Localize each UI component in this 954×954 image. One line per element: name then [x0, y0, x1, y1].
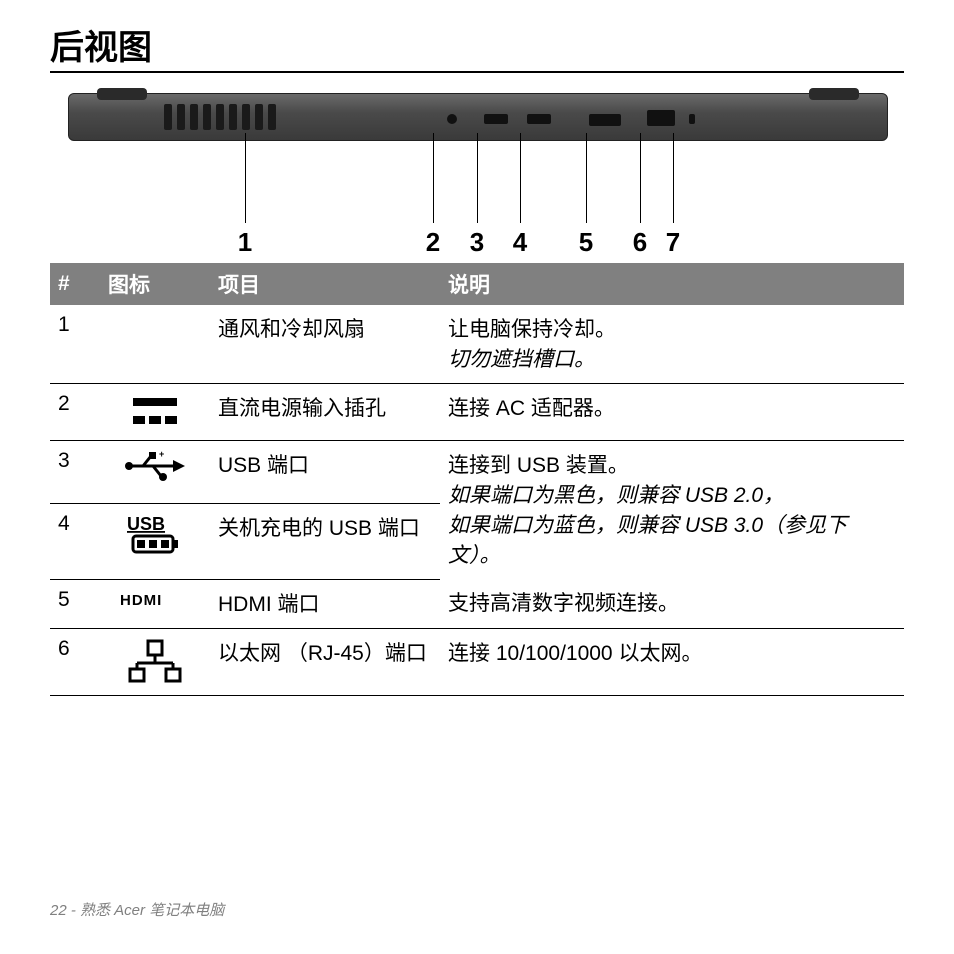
- col-item: 项目: [210, 263, 440, 305]
- empty-icon: [100, 305, 210, 384]
- cell-num: 3: [50, 441, 100, 504]
- usb-icon: +: [100, 441, 210, 504]
- callout-number: 3: [470, 227, 484, 258]
- hdmi-icon: HDMI: [100, 579, 210, 628]
- page-footer: 22 - 熟悉 Acer 笔记本电脑: [50, 899, 224, 920]
- callout-line: [433, 133, 434, 223]
- cell-desc: 支持高清数字视频连接。: [440, 579, 904, 628]
- table-row: 1 通风和冷却风扇让电脑保持冷却。切勿遮挡槽口。: [50, 305, 904, 384]
- callout-number: 7: [666, 227, 680, 258]
- svg-text:USB: USB: [127, 514, 165, 534]
- ethernet-icon: [100, 628, 210, 695]
- callout-number: 2: [426, 227, 440, 258]
- rear-view-diagram: 1 234 5 67: [50, 93, 904, 263]
- usb-charge-icon: USB: [100, 504, 210, 579]
- cell-item: HDMI 端口: [210, 579, 440, 628]
- hinge-right: [809, 88, 859, 100]
- cell-num: 1: [50, 305, 100, 384]
- table-row: 5 HDMI HDMI 端口支持高清数字视频连接。: [50, 579, 904, 628]
- svg-text:HDMI: HDMI: [120, 592, 162, 609]
- page-title: 后视图: [50, 20, 904, 73]
- callout-line: [477, 133, 478, 223]
- usb-port-2: [527, 114, 551, 124]
- cell-item: 直流电源输入插孔: [210, 384, 440, 441]
- cell-num: 2: [50, 384, 100, 441]
- table-header-row: # 图标 项目 说明: [50, 263, 904, 305]
- ethernet-port: [647, 110, 675, 126]
- dc-icon: [100, 384, 210, 441]
- callout-number: 4: [513, 227, 527, 258]
- callout-line: [245, 133, 246, 223]
- security-slot: [689, 114, 695, 124]
- hdmi-port: [589, 114, 621, 126]
- cell-desc: 连接 10/100/1000 以太网。: [440, 628, 904, 695]
- col-icon: 图标: [100, 263, 210, 305]
- table-row: 3+USB 端口连接到 USB 装置。如果端口为黑色，则兼容 USB 2.0，如…: [50, 441, 904, 504]
- cell-desc: 连接 AC 适配器。: [440, 384, 904, 441]
- col-num: #: [50, 263, 100, 305]
- cell-item: 以太网 （RJ-45）端口: [210, 628, 440, 695]
- laptop-rear-body: [68, 93, 888, 141]
- callout-line: [520, 133, 521, 223]
- col-desc: 说明: [440, 263, 904, 305]
- callout-number: 5: [579, 227, 593, 258]
- cell-num: 6: [50, 628, 100, 695]
- cell-item: 通风和冷却风扇: [210, 305, 440, 384]
- cell-num: 5: [50, 579, 100, 628]
- svg-text:+: +: [159, 451, 164, 459]
- table-row: 2 直流电源输入插孔连接 AC 适配器。: [50, 384, 904, 441]
- callout-number: 1: [238, 227, 252, 258]
- cooling-vents: [164, 104, 276, 130]
- ports-table: # 图标 项目 说明 1 通风和冷却风扇让电脑保持冷却。切勿遮挡槽口。 2 直流电源输…: [50, 263, 904, 696]
- dc-jack-port: [447, 114, 457, 124]
- callout-number: 6: [633, 227, 647, 258]
- cell-item: 关机充电的 USB 端口: [210, 504, 440, 579]
- callout-line: [586, 133, 587, 223]
- cell-desc: 让电脑保持冷却。切勿遮挡槽口。: [440, 305, 904, 384]
- hinge-left: [97, 88, 147, 100]
- usb-port-1: [484, 114, 508, 124]
- callout-line: [640, 133, 641, 223]
- table-row: 6 以太网 （RJ-45）端口连接 10/100/1000 以太网。: [50, 628, 904, 695]
- cell-desc: 连接到 USB 装置。如果端口为黑色，则兼容 USB 2.0，如果端口为蓝色，则…: [440, 441, 904, 580]
- cell-num: 4: [50, 504, 100, 579]
- callout-line: [673, 133, 674, 223]
- cell-item: USB 端口: [210, 441, 440, 504]
